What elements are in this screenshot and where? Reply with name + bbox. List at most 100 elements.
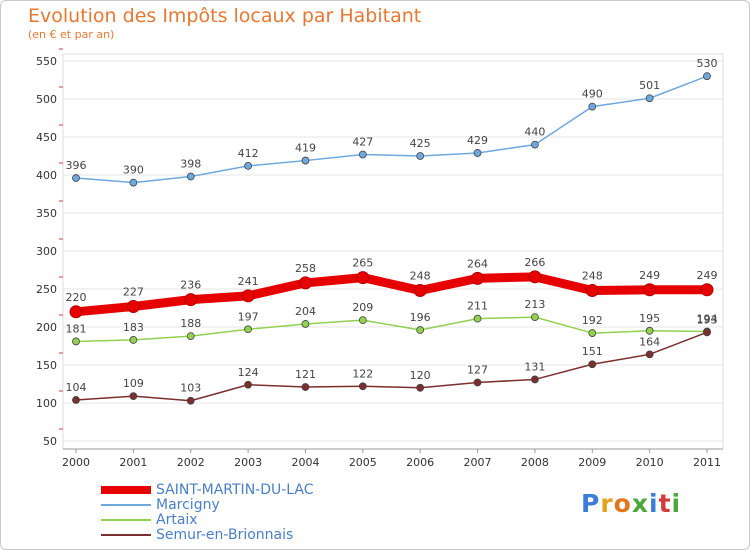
data-label: 258 — [295, 262, 316, 275]
data-label: 196 — [410, 311, 431, 324]
data-point — [528, 270, 542, 284]
data-point — [358, 316, 367, 325]
data-label: 429 — [467, 134, 488, 147]
data-point — [186, 172, 195, 181]
x-tick-label: 2002 — [177, 456, 205, 469]
x-tick-label: 2008 — [521, 456, 549, 469]
data-label: 164 — [639, 335, 660, 348]
data-label: 209 — [352, 301, 373, 314]
data-label: 188 — [180, 317, 201, 330]
data-label: 440 — [524, 126, 545, 139]
y-tick-label: 350 — [36, 207, 57, 220]
data-label: 265 — [352, 257, 373, 270]
data-label: 213 — [524, 298, 545, 311]
data-label: 398 — [180, 158, 201, 171]
chart-title: Evolution des Impôts locaux par Habitant — [28, 5, 422, 27]
y-tick-label: 100 — [36, 397, 57, 410]
data-label: 104 — [66, 381, 87, 394]
data-label: 181 — [66, 322, 87, 335]
data-point — [301, 383, 310, 391]
data-label: 266 — [524, 256, 545, 269]
data-label: 425 — [410, 137, 431, 150]
data-point — [473, 149, 482, 157]
legend-label: SAINT-MARTIN-DU-LAC — [156, 482, 314, 498]
data-label: 194 — [697, 313, 718, 326]
data-label: 530 — [697, 57, 718, 70]
legend-swatch — [101, 519, 151, 521]
data-label: 412 — [238, 147, 259, 160]
data-point — [129, 392, 138, 401]
x-tick-label: 2010 — [636, 456, 664, 469]
legend-swatch — [101, 534, 151, 536]
data-label: 227 — [123, 285, 144, 298]
data-label: 122 — [352, 367, 373, 380]
proxiti-logo: Proxiti — [581, 489, 681, 518]
data-point — [244, 325, 252, 334]
y-tick-label: 50 — [43, 435, 57, 448]
data-point — [473, 378, 482, 387]
data-point — [358, 382, 367, 391]
legend-swatch — [101, 486, 151, 494]
data-label: 103 — [180, 382, 201, 395]
series-line-saint-martin-du-lac — [71, 272, 712, 317]
data-label: 124 — [238, 366, 259, 379]
data-point — [244, 161, 252, 170]
data-label: 390 — [123, 164, 144, 177]
data-point — [301, 320, 310, 328]
data-point — [186, 396, 195, 405]
data-point — [588, 360, 597, 369]
logo-letter: t — [658, 489, 672, 518]
data-label: 248 — [582, 270, 603, 283]
x-tick-label: 2011 — [693, 456, 721, 469]
data-label: 131 — [524, 360, 545, 373]
data-point — [585, 284, 599, 298]
data-point — [301, 156, 310, 165]
data-label: 192 — [582, 314, 603, 327]
data-label: 120 — [410, 369, 431, 382]
logo-letter: x — [631, 489, 649, 518]
data-point — [241, 289, 255, 303]
data-label: 249 — [639, 269, 660, 282]
legend-label: Marcigny — [156, 497, 220, 513]
data-label: 151 — [582, 345, 603, 358]
data-label: 490 — [582, 88, 603, 101]
data-label: 241 — [238, 275, 259, 288]
data-point — [588, 102, 597, 111]
x-tick-label: 2009 — [578, 456, 606, 469]
data-point — [413, 284, 427, 298]
data-point — [186, 332, 195, 341]
data-point — [645, 350, 654, 359]
data-point — [471, 271, 485, 285]
data-point — [126, 299, 140, 313]
data-point — [588, 329, 597, 337]
data-point — [129, 336, 138, 344]
data-label: 127 — [467, 363, 488, 376]
data-point — [358, 150, 367, 159]
data-point — [72, 337, 80, 346]
data-point — [645, 94, 654, 103]
data-point — [356, 271, 370, 285]
x-tick-label: 2007 — [464, 456, 492, 469]
y-tick-label: 250 — [36, 283, 57, 296]
data-label: 236 — [180, 279, 201, 292]
data-point — [244, 380, 252, 389]
x-tick-label: 2006 — [406, 456, 434, 469]
logo-letter: o — [613, 489, 632, 518]
data-point — [645, 326, 654, 335]
data-label: 109 — [123, 377, 144, 390]
data-label: 197 — [238, 310, 259, 323]
y-tick-label: 550 — [36, 55, 57, 68]
data-point — [129, 178, 138, 187]
data-label: 419 — [295, 142, 316, 155]
series-line-semur-en-brionnais — [75, 331, 708, 402]
data-label: 501 — [639, 79, 660, 92]
series-line-marcigny — [75, 75, 708, 184]
data-point — [184, 293, 198, 307]
y-tick-label: 500 — [36, 93, 57, 106]
data-point — [416, 152, 425, 160]
logo-letter: i — [649, 489, 659, 518]
data-label: 427 — [352, 135, 373, 148]
data-label: 195 — [639, 312, 660, 325]
